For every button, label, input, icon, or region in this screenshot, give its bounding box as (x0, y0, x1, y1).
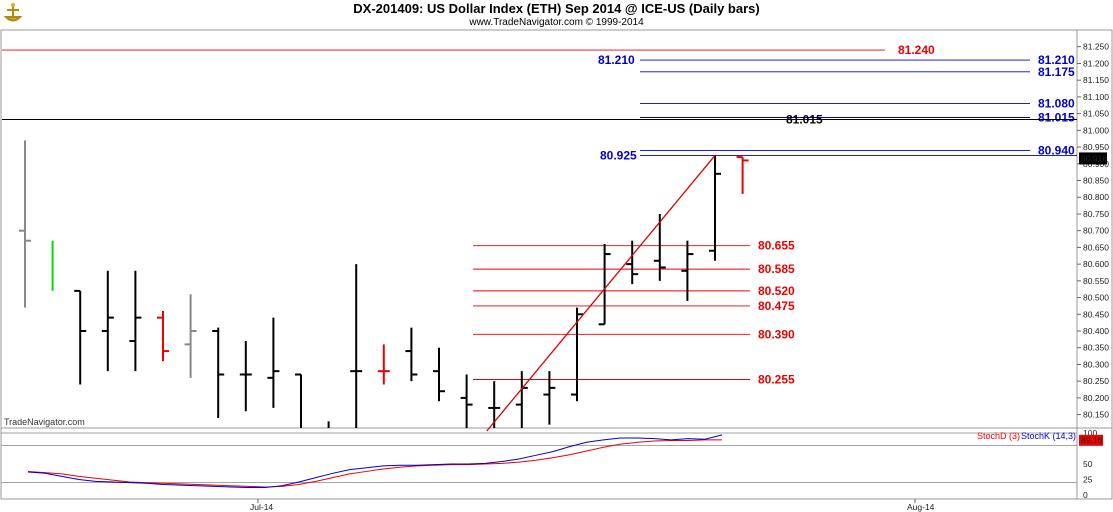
price-tick-label: 80.700 (1083, 226, 1109, 236)
last-price-box (1079, 152, 1107, 165)
level-label: 80.925 (600, 148, 637, 162)
level-label: 80.520 (758, 284, 795, 298)
price-tick-label: 80.350 (1083, 343, 1109, 353)
level-label: 81.015 (1038, 111, 1075, 125)
level-label: 80.655 (758, 239, 795, 253)
price-tick-label: 80.750 (1083, 209, 1109, 219)
price-tick-label: 80.450 (1083, 309, 1109, 319)
price-tick-label: 80.550 (1083, 276, 1109, 286)
level-label: 80.940 (1038, 143, 1075, 157)
level-label: 80.585 (758, 262, 795, 276)
price-tick-label: 80.500 (1083, 293, 1109, 303)
oscillator-panel-frame (0, 427, 1078, 500)
trade-navigator-logo-icon (3, 3, 23, 22)
osc-tick-label: 100 (1083, 428, 1097, 438)
level-label: 81.210 (598, 53, 635, 67)
level-label-right: 81.210 (1038, 53, 1075, 67)
price-tick-label: 81.150 (1083, 75, 1109, 85)
level-label: 81.175 (1038, 65, 1075, 79)
price-tick-label: 81.250 (1083, 42, 1109, 52)
osc-tick-label: 0 (1083, 490, 1088, 500)
osc-last-value-label: 89.16 (1081, 435, 1103, 445)
price-tick-label: 81.100 (1083, 92, 1109, 102)
legend-stochd: StochD (3) (977, 431, 1020, 441)
price-tick-label: 81.200 (1083, 58, 1109, 68)
osc-tick-label: 50 (1083, 459, 1093, 469)
time-tick-label: Aug-14 (907, 502, 935, 512)
osc-series-line (27, 434, 723, 489)
time-tick-label: Jul-14 (250, 502, 273, 512)
price-tick-label: 80.250 (1083, 376, 1109, 386)
price-tick-label: 81.000 (1083, 125, 1109, 135)
legend-stochk: StochK (14,3) (1021, 431, 1076, 441)
trend-line (486, 155, 716, 432)
price-tick-label: 80.300 (1083, 359, 1109, 369)
price-tick-label: 81.050 (1083, 109, 1109, 119)
osc-tick-label: 25 (1083, 475, 1093, 485)
osc-series-line (27, 439, 722, 488)
price-tick-label: 80.950 (1083, 142, 1109, 152)
price-tick-label: 80.200 (1083, 393, 1109, 403)
chart-title: DX-201409: US Dollar Index (ETH) Sep 201… (353, 1, 760, 16)
level-label: 80.475 (758, 299, 795, 313)
price-tick-label: 80.800 (1083, 192, 1109, 202)
price-tick-label: 80.400 (1083, 326, 1109, 336)
watermark-text: TradeNavigator.com (4, 417, 85, 427)
level-label: 81.240 (898, 43, 935, 57)
price-tick-label: 80.600 (1083, 259, 1109, 269)
last-price-label: 80.916 (1081, 153, 1107, 163)
level-label: 81.080 (1038, 97, 1075, 111)
price-tick-label: 80.150 (1083, 410, 1109, 420)
level-label: 81.015 (786, 113, 823, 127)
level-label: 80.390 (758, 327, 795, 341)
osc-last-value-box (1079, 434, 1103, 446)
level-label: 80.255 (758, 373, 795, 387)
price-tick-label: 80.850 (1083, 176, 1109, 186)
price-tick-label: 80.650 (1083, 242, 1109, 252)
chart-subtitle: www.TradeNavigator.com © 1999-2014 (469, 17, 644, 28)
